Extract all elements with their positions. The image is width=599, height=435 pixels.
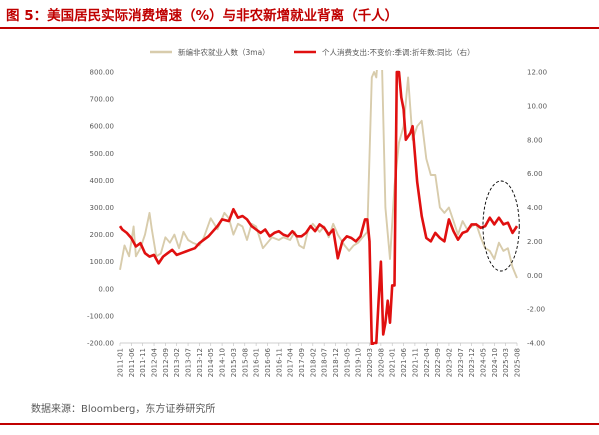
- figure-title: 图 5：美国居民实际消费增速（%）与非农新增就业背离（千人）: [6, 8, 399, 24]
- x-tick-label: 2022-09: [434, 348, 442, 377]
- y-right-tick-label: -4.00: [527, 340, 545, 348]
- x-tick-label: 2023-07: [457, 348, 465, 377]
- source-note: 数据来源：Bloomberg，东方证券研究所: [31, 404, 216, 415]
- x-tick-label: 2023-02: [445, 348, 453, 377]
- x-tick-label: 2018-02: [309, 348, 317, 377]
- x-tick-label: 2025-03: [502, 348, 510, 377]
- x-tick-label: 2020-03: [366, 348, 374, 377]
- x-tick-label: 2011-06: [128, 347, 136, 377]
- x-tick-label: 2011-11: [139, 348, 147, 377]
- x-tick-label: 2018-12: [332, 348, 340, 377]
- y-left-tick-label: 800.00: [90, 69, 115, 77]
- y-right-tick-label: 12.00: [527, 69, 547, 77]
- axes: 800.00 700.00 600.00 500.00 400.00 300.00 200.…: [87, 69, 547, 378]
- x-tick-label: 2019-05: [343, 348, 351, 377]
- x-tick-label: 2015-03: [230, 348, 238, 377]
- bottom-divider: [0, 423, 599, 425]
- y-right-tick-label: 2.00: [527, 238, 543, 246]
- x-tick-label: 2014-10: [219, 348, 227, 377]
- x-tick-label: 2019-10: [355, 348, 363, 377]
- x-tick-label: 2025-08: [514, 348, 522, 377]
- y-left-tick-label: 500.00: [90, 150, 115, 158]
- y-left-tick-label: 100.00: [90, 258, 115, 266]
- title-divider: [0, 27, 599, 29]
- x-tick-label: 2021-11: [411, 348, 419, 377]
- y-left-tick-label: 200.00: [90, 231, 115, 239]
- y-left-tick-label: 400.00: [90, 177, 115, 185]
- x-tick-label: 2012-04: [151, 347, 159, 377]
- y-right-tick-label: 0.00: [527, 272, 543, 280]
- x-tick-label: 2016-11: [275, 348, 283, 377]
- x-tick-label: 2011-01: [117, 348, 125, 377]
- y-left-tick-label: 700.00: [90, 96, 115, 104]
- x-tick-label: 2013-12: [196, 348, 204, 377]
- legend: 新编非农就业人数（3ma） 个人消费支出:不变价:季调:折年数:同比（右）: [150, 47, 475, 57]
- y-right-tick-label: -2.00: [527, 306, 545, 314]
- x-tick-label: 2016-01: [253, 348, 261, 377]
- x-tick-label: 2014-05: [207, 348, 215, 377]
- x-tick-label: 2013-02: [173, 348, 181, 377]
- annotations: [482, 180, 520, 272]
- x-tick-label: 2018-07: [321, 348, 329, 377]
- x-tick-label: 2024-10: [491, 348, 499, 377]
- y-left-tick-label: -100.00: [87, 312, 114, 320]
- y-left-tick-label: 600.00: [90, 123, 115, 131]
- x-tick-label: 2023-12: [468, 348, 476, 377]
- x-tick-label: 2015-08: [241, 348, 249, 377]
- x-tick-label: 2016-06: [264, 347, 272, 377]
- y-right-tick-label: 4.00: [527, 204, 543, 212]
- x-tick-label: 2017-09: [298, 348, 306, 377]
- series-right-group: [118, 70, 519, 345]
- legend-label-left: 新编非农就业人数（3ma）: [178, 47, 270, 57]
- x-tick-label: 2024-05: [479, 348, 487, 377]
- x-tick-label: 2020-08: [377, 348, 385, 377]
- y-right-tick-label: 10.00: [527, 102, 547, 110]
- x-tick-label: 2013-07: [185, 348, 193, 377]
- legend-label-right: 个人消费支出:不变价:季调:折年数:同比（右）: [322, 47, 475, 57]
- x-tick-label: 2021-06: [400, 347, 408, 377]
- highlight-ellipse: [482, 180, 520, 272]
- y-left-tick-label: 300.00: [90, 204, 115, 212]
- chart: 新编非农就业人数（3ma） 个人消费支出:不变价:季调:折年数:同比（右） 80…: [87, 47, 547, 378]
- y-left-tick-label: 0.00: [98, 285, 114, 293]
- series-line-real-pce-yoy: [118, 70, 519, 345]
- x-tick-label: 2022-04: [423, 347, 431, 377]
- x-tick-label: 2021-01: [389, 348, 397, 377]
- y-right-tick-label: 6.00: [527, 170, 543, 178]
- x-tick-label: 2017-04: [287, 347, 295, 377]
- y-right-tick-label: 8.00: [527, 136, 543, 144]
- x-tick-label: 2012-09: [162, 348, 170, 377]
- y-left-tick-label: -200.00: [87, 340, 114, 348]
